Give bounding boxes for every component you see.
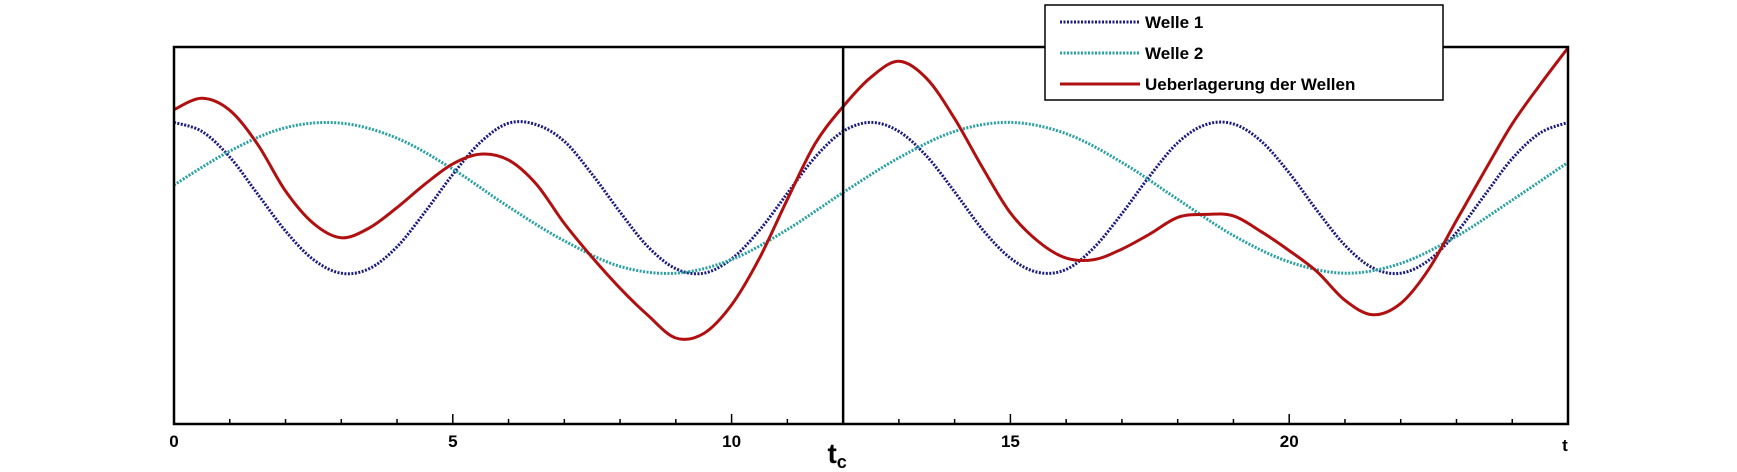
plot-frame <box>172 45 1570 426</box>
legend-label: Welle 2 <box>1145 44 1203 63</box>
series-layer <box>173 46 1570 341</box>
tc-marker-label: tc <box>827 438 846 472</box>
legend-label: Ueberlagerung der Wellen <box>1145 75 1355 94</box>
x-tick-label: 10 <box>722 432 741 451</box>
x-tick-label: 0 <box>169 432 178 451</box>
x-tick-label: 5 <box>448 432 457 451</box>
x-tick-label: 20 <box>1280 432 1299 451</box>
legend: Welle 1 Welle 2 Ueberlagerung der Wellen <box>1044 4 1444 101</box>
series-line-ueberlagerung-der-wellen <box>173 46 1570 341</box>
x-tick-label: 15 <box>1001 432 1020 451</box>
series-line-welle-1 <box>173 120 1569 276</box>
legend-label: Welle 1 <box>1145 13 1203 32</box>
tc-marker: tc <box>827 47 847 472</box>
x-axis-label: t <box>1562 436 1568 455</box>
x-axis-tick-labels: 0 5 10 15 20 t <box>169 432 1568 455</box>
series-line-welle-2 <box>173 120 1569 275</box>
x-axis-ticks <box>173 414 1569 424</box>
